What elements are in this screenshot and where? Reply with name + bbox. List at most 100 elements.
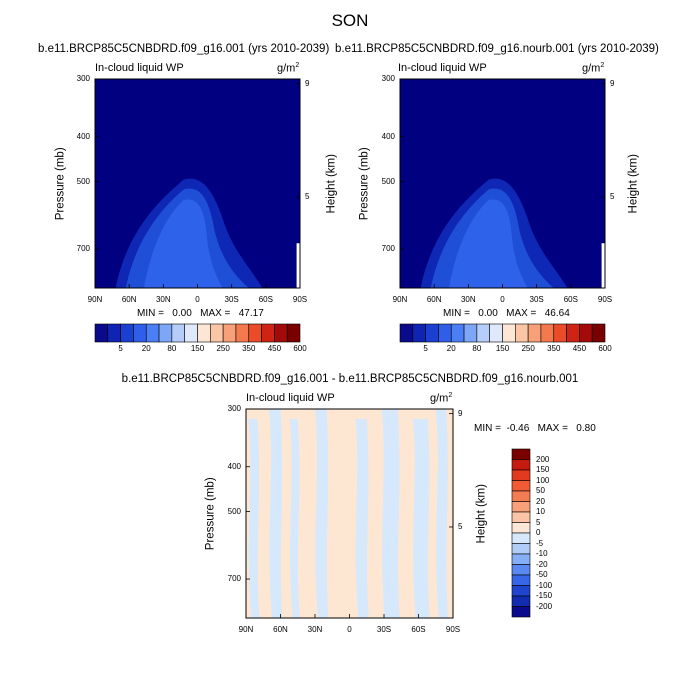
panel3-colorbar-label: -50 <box>536 570 548 579</box>
panel2-colorbar-cell <box>566 323 580 343</box>
panel3-xtick-label: 90S <box>445 625 461 634</box>
panel2-title: b.e11.BRCP85C5CNBDRD.f09_g16.nourb.001 (… <box>335 43 659 55</box>
panel3-negative-region <box>289 419 300 618</box>
panel3-colorbar-label: -200 <box>536 601 553 611</box>
panel1-units-base: g/m <box>277 62 296 75</box>
panel3-colorbar-cell <box>511 564 531 576</box>
panel1-colorbar-cell <box>120 323 134 343</box>
panel1-colorbar-cell <box>107 323 121 343</box>
panel2-colorbar-label: 350 <box>547 344 561 353</box>
panel2-frame <box>399 78 606 289</box>
panel3-colorbar-label: 100 <box>536 475 550 485</box>
panel3-negative-region <box>315 409 329 618</box>
panel3-colorbar-label: 5 <box>536 517 541 527</box>
panel2-colorbar-label: 20 <box>446 344 456 353</box>
panel2-xtick-label: 90N <box>392 295 408 304</box>
panel2-ylabel-right: Height (km) <box>627 154 640 214</box>
panel2-max-value: 46.64 <box>544 308 570 319</box>
panel1-colorbar-label: 5 <box>118 344 123 353</box>
panel1-colorbar-label: 600 <box>293 344 307 353</box>
panel3-negative-region <box>381 409 400 618</box>
panel1-contour-level-3 <box>143 199 223 288</box>
panel1-ytick-label: 700 <box>76 244 90 254</box>
panel1-ytick-label: 400 <box>76 131 90 141</box>
panel3-xtick-label: 60S <box>411 625 426 634</box>
panel3-xtick-label: 90N <box>238 625 254 634</box>
panel2-colorbar-cell <box>412 323 426 343</box>
panel3-xtick-label: 60N <box>273 625 288 634</box>
panel3-ytick-label: 400 <box>227 461 241 471</box>
panel3-min-max: MIN = -0.46 MAX = 0.80 <box>474 424 596 434</box>
panel1-colorbar-label: 80 <box>167 344 177 353</box>
panel2-colorbar-cell <box>463 323 478 343</box>
panel3-units: g/m2 <box>430 392 452 405</box>
panel2-colorbar-label: 5 <box>423 344 428 353</box>
panel3-ytick-label: 300 <box>227 404 241 413</box>
panel2-variable: In-cloud liquid WP <box>398 62 487 74</box>
panel2-colorbar-cell <box>515 323 529 343</box>
panel1-colorbar-cell <box>184 323 198 343</box>
panel3-colorbar-label: 50 <box>536 486 545 495</box>
panel3-colorbar-cell <box>511 543 531 555</box>
panel1-xtick-label: 90S <box>292 295 308 304</box>
panel3-variable: In-cloud liquid WP <box>246 392 335 404</box>
panel3-colorbar-cell <box>511 501 531 513</box>
panel3-colorbar-label: 200 <box>536 454 550 464</box>
panel1-colorbar-cell <box>171 323 185 343</box>
panel2-units-base: g/m <box>582 62 601 75</box>
panel1-colorbar-cell <box>222 323 237 343</box>
panel3-colorbar-cell <box>511 606 531 618</box>
panel3-colorbar-label: -20 <box>536 559 548 569</box>
panel2-colorbar-cell <box>591 323 606 343</box>
panel2-units-exp: 2 <box>600 62 605 69</box>
panel3-colorbar-cell <box>511 522 531 534</box>
panel2-xtick-label: 30N <box>460 295 476 304</box>
panel2-colorbar-cell <box>489 323 503 343</box>
panel3-colorbar-label: -5 <box>536 538 544 548</box>
panel2-colorbar-cell <box>399 323 414 343</box>
panel2-ytick-label: 300 <box>381 74 395 83</box>
panel3-units-base: g/m <box>430 392 449 405</box>
panel3-negative-region <box>435 409 449 618</box>
panel2-xtick-label: 30S <box>529 295 544 304</box>
panel1-colorbar-label: 450 <box>267 344 282 353</box>
panel1-colorbar-cell <box>197 323 211 343</box>
panel2-xtick-label: 60S <box>563 295 578 304</box>
panel2-max-label: MAX = <box>506 308 537 319</box>
panel1-missing-strip <box>296 243 300 288</box>
panel2-colorbar-label: 600 <box>598 344 612 353</box>
panel3-colorbar-label: 0 <box>536 528 541 537</box>
panel2-min-label: MIN = <box>443 308 470 319</box>
panel1-min-value: 0.00 <box>172 308 192 319</box>
panel1-title: b.e11.BRCP85C5CNBDRD.f09_g16.001 (yrs 20… <box>38 43 330 55</box>
panel1-units: g/m2 <box>277 62 299 75</box>
panel3-max-value: 0.80 <box>576 423 596 434</box>
panel1-max-label: MAX = <box>200 308 231 319</box>
panel1-xtick-label: 60N <box>121 295 137 304</box>
panel3-xtick-label: 30N <box>307 625 323 634</box>
panel3-units-exp: 2 <box>448 392 453 399</box>
panel2-xtick-label: 0 <box>500 295 505 304</box>
panel2-colorbar-cell <box>476 323 490 343</box>
panel2-colorbar-cell <box>502 323 516 343</box>
panel2-missing-strip <box>601 243 605 288</box>
panel3-xtick-label: 30S <box>376 625 392 634</box>
panel3-min-value: -0.46 <box>506 423 530 434</box>
panel1-ytick-right-label: 9 <box>305 78 310 88</box>
panel1-xtick-label: 30N <box>155 295 171 304</box>
panel2-colorbar-label: 450 <box>572 344 587 353</box>
panel3-colorbar-cell <box>511 532 531 544</box>
panel2-xtick-label: 90S <box>597 295 613 304</box>
panel3-ylabel-right: Height (km) <box>475 484 488 544</box>
panel1-xtick-label: 60S <box>258 295 273 304</box>
panel3-colorbar-cell <box>511 448 531 460</box>
panel1-colorbar-label: 150 <box>190 344 205 353</box>
panel3-ytick-label: 500 <box>227 506 241 516</box>
panel3-colorbar-cell <box>511 459 531 471</box>
panel2-contour-level-3 <box>448 199 528 288</box>
panel1-colorbar-cell <box>210 323 224 343</box>
panel3-colorbar-cell <box>511 490 531 502</box>
panel1-variable: In-cloud liquid WP <box>95 62 184 74</box>
panel3-colorbar-cell <box>511 553 531 565</box>
